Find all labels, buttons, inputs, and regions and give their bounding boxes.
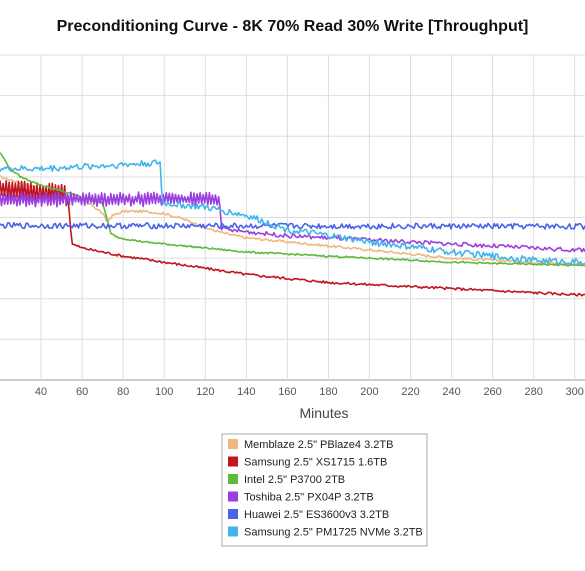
x-tick-label: 60: [76, 386, 88, 398]
legend-label: Toshiba 2.5" PX04P 3.2TB: [244, 492, 374, 504]
x-tick-label: 260: [483, 386, 501, 398]
x-tick-label: 200: [360, 386, 378, 398]
legend-box: [221, 433, 428, 547]
legend-swatch: [228, 491, 238, 502]
legend-swatch: [228, 509, 238, 519]
x-tick-label: 180: [319, 386, 337, 398]
legend-label: Samsung 2.5" PM1725 NVMe 3.2TB: [244, 527, 423, 539]
legend: Memblaze 2.5" PBlaze4 3.2TB Samsung 2.5" …: [221, 433, 428, 547]
legend-label: Huawei 2.5" ES3600v3 3.2TB: [244, 509, 389, 521]
legend-label: Memblaze 2.5" PBlaze4 3.2TB: [244, 439, 393, 451]
series-line: [0, 222, 585, 231]
x-tick-label: 100: [155, 386, 173, 398]
legend-swatch: [228, 456, 238, 467]
legend-label: Intel 2.5" P3700 2TB: [244, 474, 345, 486]
series-lines: [0, 152, 585, 297]
x-tick-label: 280: [525, 386, 543, 398]
x-axis-title: Minutes: [299, 405, 348, 421]
series-line: [0, 159, 585, 266]
x-tick-label: 120: [196, 386, 214, 398]
x-tick-label: 220: [401, 386, 419, 398]
legend-swatch: [228, 474, 238, 484]
series-line: [0, 191, 585, 253]
x-tick-label: 40: [35, 386, 47, 398]
x-axis: 40 60 80 100 120 140 160 180 200 220 240 260 280 300: [35, 386, 584, 398]
x-tick-label: 160: [278, 386, 296, 398]
chart-title: Preconditioning Curve - 8K 70% Read 30% …: [56, 18, 529, 35]
x-tick-label: 80: [117, 386, 129, 398]
series-line: [0, 180, 585, 297]
legend-label: Samsung 2.5" XS1715 1.6TB: [244, 457, 387, 469]
x-tick-label: 140: [237, 386, 255, 398]
x-tick-label: 240: [442, 386, 460, 398]
grid: [0, 54, 585, 381]
legend-swatch: [228, 526, 238, 537]
x-tick-label: 300: [566, 386, 584, 398]
legend-swatch: [228, 439, 238, 449]
series-line: [0, 175, 585, 267]
